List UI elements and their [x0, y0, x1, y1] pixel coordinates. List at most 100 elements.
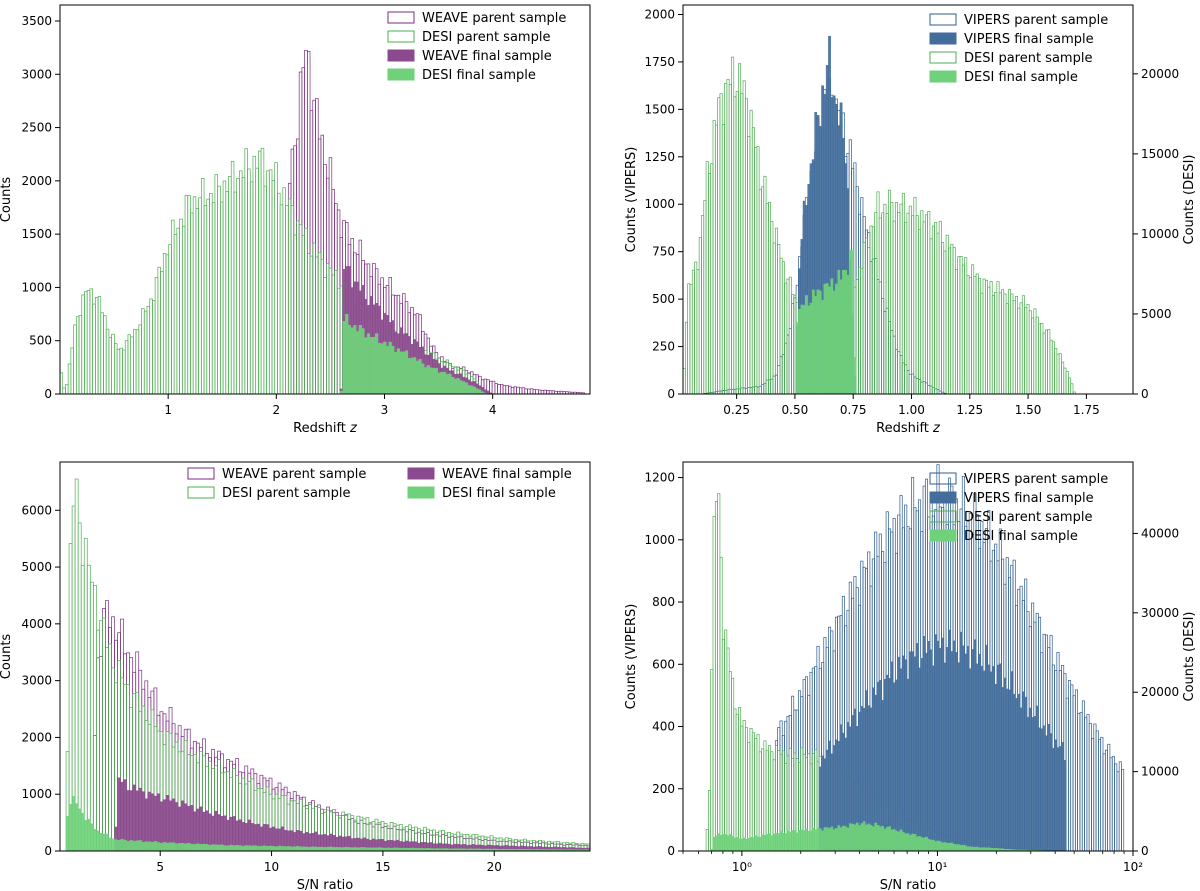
legend-swatch: [929, 529, 957, 542]
legend-label: VIPERS parent sample: [964, 13, 1108, 28]
bar: [825, 283, 829, 394]
bar: [934, 841, 938, 851]
x-tick-label: 0.75: [840, 403, 867, 417]
bar: [451, 376, 455, 394]
bar: [765, 833, 769, 851]
bar: [200, 178, 205, 394]
bar: [899, 668, 903, 851]
bar: [513, 386, 517, 394]
bar: [1017, 693, 1021, 851]
bar: [97, 296, 102, 394]
bar: [334, 203, 338, 394]
bar: [952, 844, 956, 851]
bar: [404, 350, 409, 394]
bar: [717, 833, 721, 851]
bar: [293, 846, 297, 851]
bar: [138, 840, 142, 851]
bar: [851, 823, 854, 851]
bar: [791, 830, 794, 851]
bar: [936, 840, 940, 851]
bar: [196, 843, 200, 851]
bar: [941, 637, 944, 851]
y-tick-label: 1000: [21, 280, 52, 294]
bar: [290, 148, 295, 394]
bar: [312, 99, 316, 394]
y-right-tick-label: 20000: [1141, 685, 1179, 699]
y-right-tick-label: 0: [1141, 387, 1149, 401]
y-tick-label: 1750: [644, 55, 675, 69]
legend-label: DESI final sample: [422, 68, 536, 83]
bar: [1045, 735, 1048, 851]
bar: [323, 847, 327, 851]
bar: [1003, 677, 1007, 851]
bar: [895, 679, 898, 851]
bar: [315, 98, 319, 394]
bar: [527, 388, 531, 394]
bar: [918, 667, 921, 851]
bar: [184, 195, 189, 394]
bar: [345, 314, 349, 394]
bar: [532, 389, 536, 394]
bar: [186, 842, 191, 851]
y-right-tick-label: 0: [1141, 844, 1149, 858]
bar: [508, 385, 512, 394]
y-tick-label: 750: [652, 245, 675, 259]
bar: [812, 827, 815, 851]
bar: [192, 196, 197, 394]
y-right-tick-label: 20000: [1141, 67, 1179, 81]
series-desi-final-sample: [65, 796, 590, 851]
bar: [968, 846, 972, 851]
bar: [309, 110, 314, 394]
bar: [304, 50, 308, 394]
y-right-axis-label: Counts (DESI): [1182, 155, 1197, 245]
legend-label: DESI final sample: [442, 486, 556, 501]
x-tick-label: 10²: [1123, 860, 1143, 874]
bar: [130, 336, 134, 394]
legend-label: DESI parent sample: [964, 51, 1092, 66]
bar: [839, 279, 843, 394]
y-right-tick-label: 15000: [1141, 147, 1179, 161]
bar: [945, 842, 949, 851]
bar: [315, 256, 319, 394]
bar: [966, 846, 970, 851]
bar: [375, 333, 379, 394]
bar: [902, 832, 905, 851]
bar: [301, 234, 305, 394]
bar: [154, 277, 159, 394]
panel-vipers-sn: 10⁰ 10¹ 10² 0 200 400 600 800 1000 1200 0 10000 2000…: [624, 461, 1197, 891]
bar: [779, 831, 783, 851]
plot-area: [683, 35, 1076, 394]
bar: [902, 655, 905, 851]
y-axis-label: Counts (VIPERS): [624, 604, 639, 710]
bar: [89, 581, 94, 851]
bar: [722, 833, 725, 851]
bar: [948, 629, 951, 851]
bar: [1022, 691, 1025, 851]
bar: [989, 671, 993, 851]
bar: [892, 682, 896, 851]
bar: [364, 337, 368, 394]
bar: [93, 829, 97, 851]
bar: [481, 391, 485, 394]
bar: [129, 840, 133, 851]
bar: [918, 836, 921, 851]
bar: [497, 384, 501, 394]
panel-weave-z: 1 2 3 4 0 500 1000 1500 2000 2500 3000 3500 Redshift…: [0, 4, 591, 436]
bar: [971, 846, 974, 851]
bar: [521, 387, 526, 394]
bar: [176, 227, 180, 394]
bar: [77, 522, 82, 851]
bar: [388, 341, 392, 394]
bar: [326, 263, 330, 394]
bar: [283, 846, 288, 851]
bar: [777, 833, 781, 851]
bar: [1052, 747, 1055, 851]
bar: [505, 385, 509, 394]
bar: [205, 844, 209, 851]
axes-frame: [682, 4, 1134, 395]
bar: [111, 333, 115, 394]
bar: [369, 337, 373, 394]
bar: [848, 823, 852, 851]
bar: [911, 651, 914, 851]
bar: [763, 835, 767, 851]
